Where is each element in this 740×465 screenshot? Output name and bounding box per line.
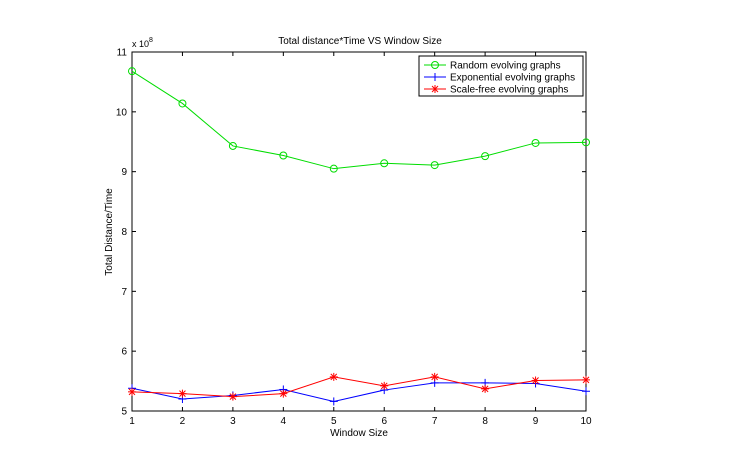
x-tick-label: 6 <box>381 416 387 427</box>
legend-swatch-marker <box>431 73 439 81</box>
legend-item: Exponential evolving graphs <box>424 73 575 84</box>
x-tick-label: 4 <box>281 416 287 427</box>
legend-label: Random evolving graphs <box>450 61 561 72</box>
legend-swatch-marker <box>431 85 439 93</box>
y-tick-label: 7 <box>121 287 127 298</box>
series-lines <box>128 67 590 406</box>
y-multiplier-exponent: 8 <box>149 37 153 44</box>
x-tick-label: 10 <box>580 416 592 427</box>
data-point <box>481 152 490 161</box>
y-tick-label: 5 <box>121 407 127 418</box>
x-tick-label: 2 <box>180 416 186 427</box>
data-point <box>430 372 439 381</box>
data-point <box>279 389 288 398</box>
data-point <box>582 138 590 147</box>
x-axis-label: Window Size <box>330 428 388 439</box>
data-point <box>128 67 136 76</box>
data-point <box>228 392 237 401</box>
legend-swatch-marker <box>431 61 439 69</box>
series-line <box>131 70 587 170</box>
y-tick-label: 9 <box>121 167 127 178</box>
y-multiplier-label: x 10 8 <box>132 37 153 49</box>
data-point <box>481 384 490 393</box>
data-point <box>430 161 439 170</box>
x-axis: 1 2 3 4 5 6 7 8 9 10 <box>129 52 592 427</box>
data-point <box>380 159 389 168</box>
data-point <box>228 141 237 150</box>
data-point <box>582 375 590 384</box>
series-line <box>131 376 587 398</box>
series-3 <box>128 372 590 401</box>
legend-item: Scale-free evolving graphs <box>424 85 568 96</box>
chart-title: Total distance*Time VS Window Size <box>278 36 442 47</box>
y-tick-label: 11 <box>117 48 128 59</box>
data-point <box>329 164 338 173</box>
y-axis-label: Total Distance/Time <box>104 188 115 276</box>
y-tick-label: 6 <box>121 347 127 358</box>
series-line <box>131 382 587 402</box>
series-1 <box>128 67 590 173</box>
data-point <box>329 372 338 381</box>
data-point <box>178 389 187 398</box>
data-point <box>531 376 540 385</box>
legend-label: Exponential evolving graphs <box>450 73 575 84</box>
data-point <box>279 151 288 160</box>
y-multiplier-base: x 10 <box>132 39 149 49</box>
x-tick-label: 1 <box>129 416 135 427</box>
y-tick-label: 8 <box>121 227 127 238</box>
y-tick-label: 10 <box>116 107 128 118</box>
plot-frame <box>131 51 587 412</box>
data-point <box>128 387 136 396</box>
legend-item: Random evolving graphs <box>424 61 561 72</box>
data-point <box>582 387 590 396</box>
legend-box <box>418 55 584 97</box>
data-point <box>531 138 540 147</box>
x-tick-label: 5 <box>331 416 337 427</box>
data-point <box>380 381 389 390</box>
x-tick-label: 7 <box>432 416 438 427</box>
data-point <box>178 99 187 108</box>
x-tick-label: 9 <box>533 416 539 427</box>
x-tick-label: 8 <box>482 416 488 427</box>
y-axis: 5 6 7 8 9 10 11 <box>116 48 586 418</box>
data-point <box>329 397 338 406</box>
legend-label: Scale-free evolving graphs <box>450 85 568 96</box>
x-tick-label: 3 <box>230 416 236 427</box>
